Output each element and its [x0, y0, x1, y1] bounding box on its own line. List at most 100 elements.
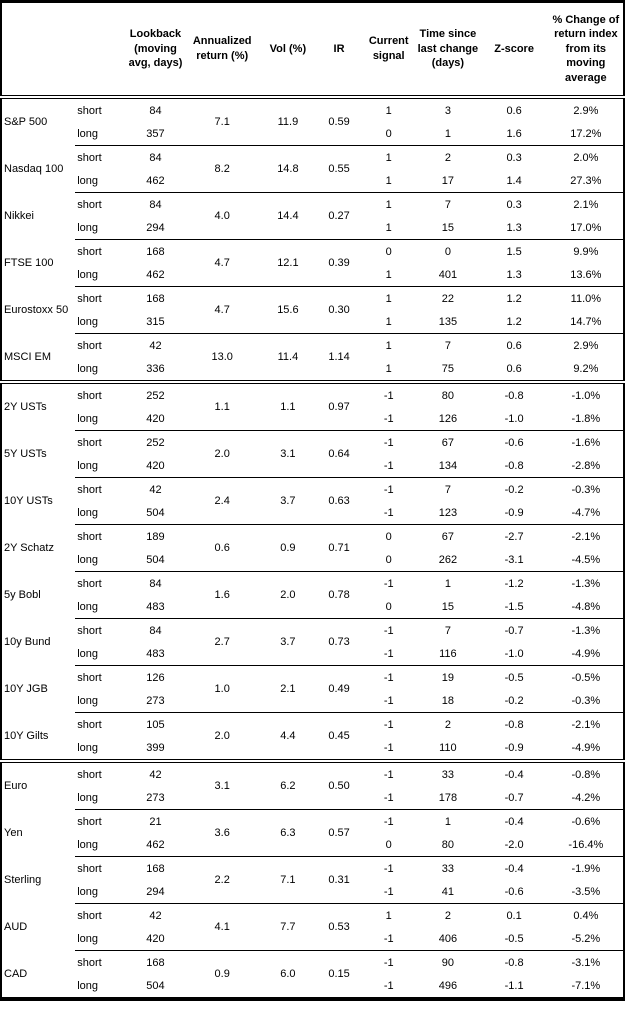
current-signal-cell: -1: [361, 477, 417, 501]
annualized-return-cell: 13.0: [185, 333, 259, 382]
ir-cell: 0.15: [316, 950, 362, 999]
time-since-cell: 496: [438, 979, 458, 992]
table-row: Euro short 42 3.1 6.2 0.50 -1 33 -0.4 -0.8%: [1, 759, 624, 810]
lookback-cell: 504: [146, 506, 165, 519]
horizon-cell: long: [77, 127, 99, 140]
pct-change-cell: 9.2%: [573, 362, 599, 375]
time-since-cell: 80: [416, 380, 480, 407]
pct-change-cell: 2.9%: [573, 104, 599, 117]
lookback-cell: 42: [125, 759, 186, 786]
table-row: long 504 -1 496 -1.1 -7.1%: [1, 974, 624, 999]
current-signal-cell: -1: [361, 430, 417, 454]
vol-cell: 7.1: [258, 856, 317, 904]
lookback-cell: 420: [146, 412, 165, 425]
col-header-lookback: Lookback (moving avg, days): [125, 1, 186, 99]
zscore-cell: 0.3: [479, 145, 549, 169]
lookback-cell: 168: [125, 286, 186, 310]
table-row: Nasdaq 100 short 84 8.2 14.8 0.55 1 2 0.3 2.0%: [1, 145, 624, 193]
time-since-cell: 7: [416, 477, 480, 501]
current-signal-cell: -1: [361, 712, 417, 736]
asset-group: 10Y USTs short 42 2.4 3.7 0.63 -1 7 -0.2 -0.3% lon…: [1, 477, 624, 525]
asset-name-cell: CAD: [4, 967, 28, 980]
pct-change-cell: 11.0%: [548, 286, 624, 310]
vol-cell: 11.4: [258, 333, 317, 382]
current-signal-cell: -1: [361, 950, 417, 974]
table-row: 10Y Gilts short 105 2.0 4.4 0.45 -1 2 -0.8 -2.1%: [1, 712, 624, 761]
annualized-return-cell: 1.1: [185, 380, 259, 431]
ir-cell: 0.73: [316, 618, 362, 666]
ir-cell: 0.49: [316, 665, 362, 713]
zscore-cell: -2.7: [479, 524, 549, 548]
lookback-cell: 105: [125, 712, 186, 736]
lookback-cell: 294: [146, 885, 165, 898]
current-signal-cell: 0: [385, 600, 392, 613]
pct-change-cell: -2.8%: [571, 459, 601, 472]
asset-group: AUD short 42 4.1 7.7 0.53 1 2 0.1 0.4% long 420 -1 40…: [1, 903, 624, 951]
header-row: Lookback (moving avg, days) Annualized r…: [1, 1, 624, 99]
col-header-annualized-return: Annualized return (%): [185, 1, 259, 99]
asset-name-cell: MSCI EM: [4, 350, 52, 363]
ir-cell: 0.78: [316, 571, 362, 619]
asset-name-cell: AUD: [4, 921, 28, 933]
current-signal-cell: -1: [361, 618, 417, 642]
pct-change-cell: -4.8%: [571, 600, 601, 613]
vol-cell: 6.2: [258, 759, 317, 810]
asset-group: 5y Bobl short 84 1.6 2.0 0.78 -1 1 -1.2 -1.3% long…: [1, 571, 624, 619]
table-row: CAD short 168 0.9 6.0 0.15 -1 90 -0.8 -3.1%: [1, 950, 624, 999]
horizon-cell: long: [77, 553, 99, 566]
col-header-horizon: [75, 1, 126, 99]
asset-group: S&P 500 short 84 7.1 11.9 0.59 1 3 0.6 2.9% long 35…: [1, 97, 624, 146]
lookback-cell: 168: [125, 239, 186, 263]
asset-name-cell: 2Y Schatz: [4, 542, 54, 554]
zscore-cell: -0.7: [479, 618, 549, 642]
asset-name-cell: 10Y Gilts: [4, 729, 49, 742]
table-header: Lookback (moving avg, days) Annualized r…: [1, 1, 624, 99]
asset-name-cell: 10Y USTs: [4, 495, 53, 507]
table-row: MSCI EM short 42 13.0 11.4 1.14 1 7 0.6 2.9%: [1, 333, 624, 382]
pct-change-cell: -1.8%: [571, 412, 601, 425]
lookback-cell: 294: [146, 221, 165, 234]
vol-cell: 11.9: [277, 116, 299, 128]
time-since-cell: 15: [441, 221, 455, 234]
time-since-cell: 67: [416, 430, 480, 454]
table-row: 10y Bund short 84 2.7 3.7 0.73 -1 7 -0.7 -1.3%: [1, 618, 624, 666]
table-row: long 462 0 80 -2.0 -16.4%: [1, 833, 624, 857]
horizon-cell: short: [75, 571, 126, 595]
horizon-cell: short: [75, 192, 126, 216]
asset-name-cell: 10Y JGB: [4, 683, 48, 695]
pct-change-cell: -1.0%: [548, 380, 624, 407]
current-signal-cell: -1: [383, 506, 394, 519]
current-signal-cell: 1: [361, 286, 417, 310]
lookback-cell: 357: [146, 127, 165, 140]
time-since-cell: 126: [438, 412, 458, 425]
col-header-vol: Vol (%): [258, 1, 317, 99]
zscore-cell: -0.2: [504, 694, 524, 707]
time-since-cell: 134: [438, 459, 458, 472]
lookback-cell: 21: [125, 809, 186, 833]
table-row: long 315 1 135 1.2 14.7%: [1, 310, 624, 334]
horizon-cell: short: [75, 286, 126, 310]
current-signal-cell: 0: [361, 524, 417, 548]
lookback-cell: 504: [146, 979, 165, 992]
zscore-cell: -3.1: [504, 553, 524, 566]
asset-group: 2Y Schatz short 189 0.6 0.9 0.71 0 67 -2.7 -2.1% l…: [1, 524, 624, 572]
ir-cell: 0.39: [316, 239, 362, 287]
asset-group: Euro short 42 3.1 6.2 0.50 -1 33 -0.4 -0.8% long 27…: [1, 759, 624, 810]
lookback-cell: 483: [146, 647, 165, 660]
lookback-cell: 420: [146, 932, 165, 945]
asset-name-cell: S&P 500: [4, 116, 48, 129]
vol-cell: 6.0: [258, 950, 317, 999]
lookback-cell: 126: [125, 665, 186, 689]
table-row: long 273 -1 178 -0.7 -4.2%: [1, 786, 624, 810]
pct-change-cell: -0.3%: [548, 477, 624, 501]
horizon-cell: long: [77, 412, 99, 425]
current-signal-cell: 1: [385, 268, 392, 281]
ir-cell: 0.50: [316, 759, 362, 810]
pct-change-cell: -16.4%: [568, 838, 604, 851]
ir-cell: 0.31: [316, 856, 362, 904]
current-signal-cell: 0: [385, 838, 392, 851]
asset-name-cell: 5y Bobl: [4, 589, 41, 601]
horizon-cell: short: [75, 239, 126, 263]
ir-cell: 0.27: [316, 192, 362, 240]
